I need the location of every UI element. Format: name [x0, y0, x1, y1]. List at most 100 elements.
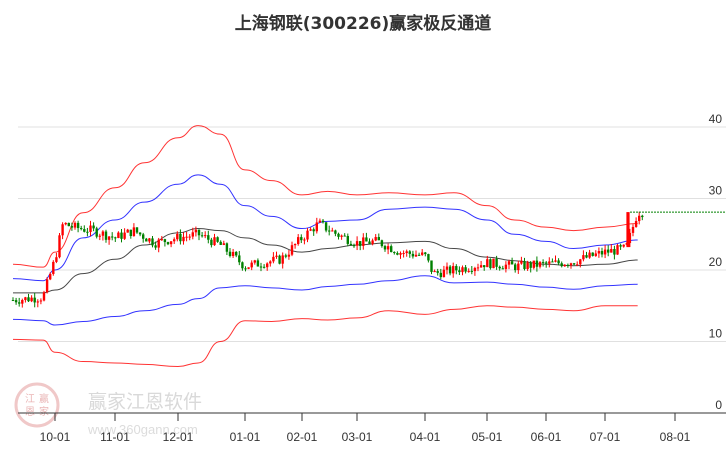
candle-up [160, 239, 163, 241]
x-axis: 10-01 11-01 12-01 01-01 02-01 03-01 04-01 05-01… [18, 412, 726, 444]
candle-down [501, 268, 504, 270]
candle-down [114, 237, 117, 239]
candle-down [483, 265, 486, 268]
watermark-seal-icon [14, 382, 60, 428]
candle-up [631, 226, 635, 233]
candle-down [225, 243, 229, 252]
candle-up [399, 253, 402, 255]
candle-down [92, 225, 95, 229]
candle-down [380, 240, 384, 247]
candle-down [396, 252, 399, 255]
candle-down [572, 263, 576, 265]
channel-bands [12, 125, 638, 368]
candle-up [421, 252, 424, 255]
candle-down [641, 215, 644, 218]
candle-up [374, 237, 377, 241]
candle-down [145, 238, 148, 242]
candle-up [331, 230, 334, 232]
candle-down [352, 245, 356, 247]
candle-down [436, 271, 439, 273]
svg-text:恩: 恩 [25, 406, 35, 418]
candle-up [492, 258, 495, 269]
candle-up [123, 232, 126, 239]
candle-up [297, 237, 300, 245]
lower-outer-band [12, 305, 638, 368]
candle-down [154, 245, 157, 248]
candle-up [49, 273, 52, 280]
x-tick-label: 07-01 [590, 430, 621, 444]
candle-up [597, 251, 601, 254]
candle-up [433, 271, 436, 273]
candle-up [231, 251, 235, 257]
candle-down [300, 237, 303, 241]
candle-up [340, 235, 343, 237]
candle-up [520, 261, 523, 264]
candle-down [495, 258, 498, 267]
candle-down [489, 259, 492, 269]
candle-down [464, 267, 467, 272]
candle-up [21, 300, 24, 304]
candle-up [461, 267, 464, 273]
candle-up [269, 261, 272, 264]
candle-up [39, 300, 43, 302]
candle-down [439, 272, 442, 278]
candle-down [607, 249, 610, 253]
candle-down [455, 266, 458, 271]
candle-down [207, 235, 210, 240]
candle-up [473, 267, 477, 272]
candle-up [185, 236, 188, 238]
candle-down [284, 255, 287, 257]
candle-up [634, 221, 638, 227]
candle-up [318, 220, 322, 223]
watermark: 江 赢 恩 家 赢家江恩软件 www.360gann.com [14, 382, 202, 437]
candle-down [70, 226, 74, 228]
candle-up [479, 265, 483, 268]
candle-down [411, 253, 415, 257]
candle-up [45, 279, 49, 293]
candle-down [343, 235, 346, 237]
candle-down [76, 222, 80, 229]
candle-down [541, 262, 545, 264]
candle-up [579, 259, 582, 265]
candle-up [222, 243, 225, 245]
candle-down [470, 270, 473, 272]
candle-up [42, 292, 46, 301]
y-tick-label: 20 [709, 255, 723, 269]
candle-down [244, 268, 247, 270]
candle-down [613, 248, 616, 255]
candle-up [188, 236, 191, 238]
candle-up [467, 270, 470, 272]
candle-down [510, 261, 514, 265]
candle-up [266, 263, 269, 268]
candle-down [197, 229, 201, 236]
candle-down [591, 252, 594, 256]
candle-down [129, 229, 132, 237]
candle-down [216, 237, 219, 242]
candle-up [293, 244, 297, 246]
candle-down [458, 270, 461, 273]
candle-up [569, 263, 573, 266]
x-tick-label: 01-01 [230, 430, 261, 444]
candle-down [328, 230, 331, 232]
candle-down [86, 231, 89, 233]
candle-up [445, 266, 449, 270]
candle-up [157, 239, 160, 248]
candle-up [486, 259, 489, 268]
candle-up [588, 252, 591, 258]
candle-up [402, 253, 405, 255]
candle-up [176, 233, 179, 240]
candle-up-last [626, 212, 630, 248]
candle-up [548, 261, 551, 264]
x-tick-label: 08-01 [660, 430, 691, 444]
candle-down [337, 233, 340, 237]
candle-up [603, 249, 607, 255]
candle-down [324, 222, 328, 231]
candle-down [219, 241, 222, 245]
svg-text:赢: 赢 [39, 392, 49, 405]
candle-down [166, 242, 170, 245]
x-tick-label: 11-01 [100, 430, 130, 444]
candle-up [309, 229, 312, 231]
candle-down [346, 235, 349, 244]
candle-down [514, 264, 517, 271]
x-tick-label: 03-01 [342, 430, 373, 444]
